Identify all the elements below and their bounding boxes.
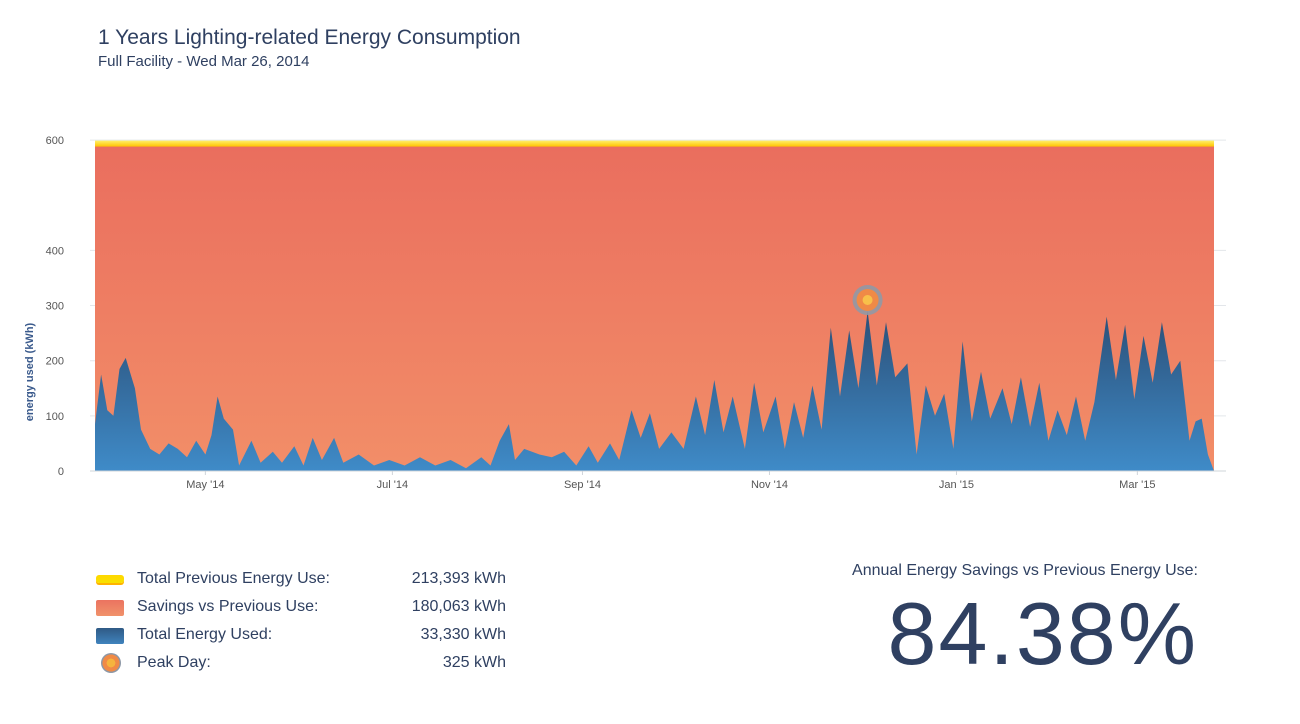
energy-area-chart: 0 100 200 300 400 600 May '14 Jul '14 Sep '14 Nov…: [24, 135, 1226, 491]
y-axis-label: energy used (kWh): [24, 322, 36, 421]
axes: 0 100 200 300 400 600 May '14 Jul '14 Sep '14 Nov…: [46, 135, 1226, 491]
chart-header: 1 Years Lighting-related Energy Consumpt…: [98, 26, 521, 72]
annual-savings-panel: Annual Energy Savings vs Previous Energy…: [852, 562, 1198, 682]
previous-use-swatch-icon: [96, 575, 124, 583]
y-tick-label: 200: [46, 356, 64, 368]
previous-use-band: [95, 140, 1214, 147]
x-tick-label: Mar '15: [1119, 479, 1155, 491]
peak-marker-center: [862, 295, 873, 306]
legend-label: Total Energy Used:: [137, 626, 273, 643]
x-tick-label: Nov '14: [751, 479, 788, 491]
chart-title: 1 Years Lighting-related Energy Consumpt…: [98, 26, 521, 49]
x-tick-label: Sep '14: [564, 479, 601, 491]
legend-value: 180,063 kWh: [411, 598, 506, 615]
annual-savings-label: Annual Energy Savings vs Previous Energy…: [852, 562, 1198, 579]
chart-subtitle: Full Facility - Wed Mar 26, 2014: [98, 53, 310, 70]
y-tick-label: 100: [46, 411, 64, 423]
x-tick-label: Jul '14: [377, 479, 408, 491]
series-areas: [95, 140, 1214, 471]
x-tick-label: Jan '15: [939, 479, 974, 491]
legend-value: 213,393 kWh: [411, 570, 506, 587]
legend-value: 325 kWh: [442, 654, 506, 671]
legend-label: Peak Day:: [137, 654, 211, 671]
legend-row-savings: Savings vs Previous Use: 180,063 kWh: [96, 594, 516, 622]
savings-area: [95, 145, 1214, 471]
energy-used-area: [95, 311, 1214, 471]
y-tick-label: 600: [46, 135, 64, 147]
y-tick-label: 300: [46, 301, 64, 313]
legend-row-peak: Peak Day: 325 kWh: [96, 650, 516, 678]
energy-used-swatch-icon: [96, 628, 124, 644]
x-tick-label: May '14: [186, 479, 224, 491]
y-tick-label: 400: [46, 245, 64, 257]
legend-value: 33,330 kWh: [420, 626, 506, 643]
legend-label: Savings vs Previous Use:: [137, 598, 319, 615]
legend-label: Total Previous Energy Use:: [137, 570, 330, 587]
legend: Total Previous Energy Use: 213,393 kWh S…: [96, 566, 516, 678]
legend-row-previous: Total Previous Energy Use: 213,393 kWh: [96, 566, 516, 594]
legend-row-used: Total Energy Used: 33,330 kWh: [96, 622, 516, 650]
savings-swatch-icon: [96, 600, 124, 616]
y-tick-label: 0: [58, 466, 64, 478]
annual-savings-value: 84.38%: [887, 584, 1198, 683]
peak-day-marker: [852, 285, 883, 316]
peak-day-marker-icon: [101, 653, 121, 673]
